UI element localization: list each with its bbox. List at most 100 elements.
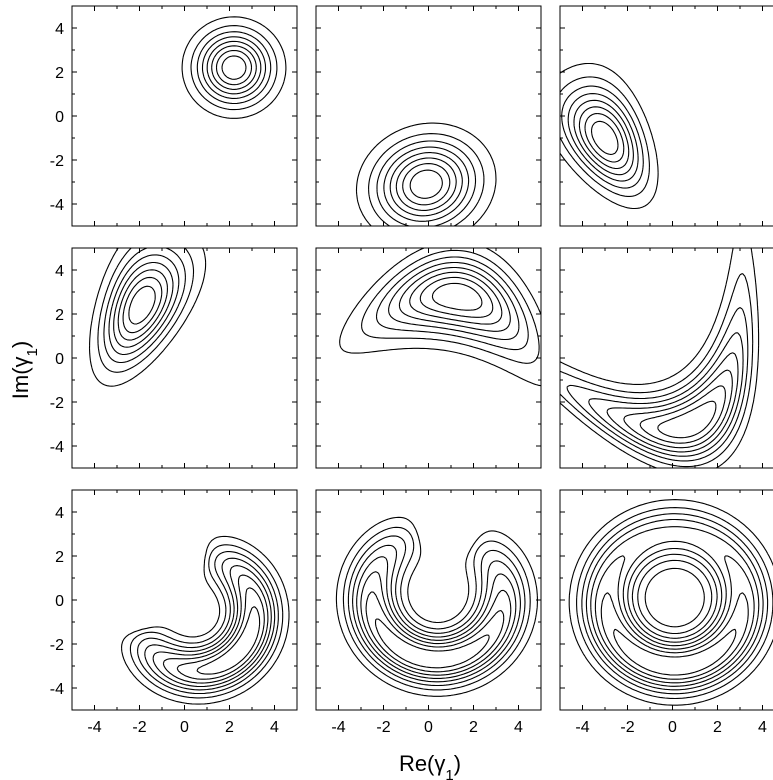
x-tick-label: -2 [376,719,390,736]
contour-level-4 [201,36,267,99]
panel-r2-c1: -4 -2 0 2 4 [50,247,298,469]
x-tick-label: -2 [620,719,634,736]
contour-level-6 [594,555,755,684]
y-tick-label: 0 [55,593,64,610]
y-tick-label: 2 [55,65,64,82]
contour-level-2 [129,544,284,699]
contour-level-8 [221,55,247,80]
contour-lines [355,122,497,226]
contour-level-5 [590,526,760,687]
contour-level-3 [375,256,529,351]
y-tick-label: 2 [55,307,64,324]
contour-level-8 [657,400,717,439]
y-tick-label: 0 [55,109,64,126]
contour-level-6 [162,574,269,684]
contour-level-4 [588,332,744,457]
contour-level-3 [103,248,186,364]
contour-level-1 [335,516,538,697]
contour-level-5 [573,99,634,176]
contour-level-7 [600,592,749,680]
x-axis-label-sub: 1 [445,767,453,780]
panel-r1-c1: -4 -2 0 2 4 [50,5,298,227]
y-tick-label: 4 [55,263,64,280]
contour-level-7 [365,591,505,673]
x-tick-label: 0 [424,719,433,736]
contour-level-7 [639,385,726,444]
contour-level-8 [431,282,483,311]
contour-level-2 [342,526,531,691]
panel-r2-c3 [559,247,773,469]
contour-level-3 [581,513,769,695]
y-axis-label-sub: 1 [24,348,41,356]
y-tick-label: -2 [50,395,64,412]
contour-level-3 [566,307,749,462]
contour-level-8 [374,618,490,669]
contour-level-7 [176,587,265,680]
x-tick-label: 0 [668,719,677,736]
contour-level-2 [560,273,754,468]
contour-level-1 [560,62,659,210]
x-tick-label: 2 [713,719,722,736]
panel-r3-c3: -4 -2 0 2 4 [559,489,773,736]
contour-lines [568,499,773,706]
contour-level-2 [576,507,773,700]
panel-r1-c2 [315,5,542,227]
y-tick-label: -2 [50,153,64,170]
contour-level-3 [376,140,477,226]
panel-r1-c3 [559,5,773,227]
y-tick-label: -4 [50,681,64,698]
contour-level-6 [395,157,457,211]
contour-level-2 [361,249,540,364]
contour-level-2 [560,76,650,197]
contour-level-5 [389,152,463,217]
contour-level-5 [113,261,174,348]
contour-lines [181,16,287,119]
panel-r2-c2 [315,247,542,469]
contour-lines [335,516,538,697]
y-tick-label: 4 [55,21,64,38]
contour-level-3 [347,535,526,687]
x-axis-label: Re(γ1) [399,751,461,780]
contour-level-6 [211,45,257,90]
contour-lines [560,62,659,210]
contour-level-7 [215,49,253,86]
panel-frame [71,247,298,469]
contour-level-5 [398,266,511,332]
contour-level-1 [121,535,290,705]
contour-level-6 [578,106,630,170]
contour-level-4 [108,254,180,356]
panel-frame [559,5,773,227]
contour-level-4 [352,544,521,683]
contour-level-1 [560,248,760,468]
contour-level-1 [355,122,497,226]
x-tick-label: 0 [180,719,189,736]
contour-level-8 [590,120,619,155]
contour-level-1 [88,248,207,387]
y-tick-label: 4 [55,505,64,522]
contour-lines [88,248,207,387]
y-tick-label: -4 [50,439,64,456]
contour-level-6 [117,269,168,341]
contour-level-8 [409,169,443,199]
x-tick-label: 4 [758,719,767,736]
contour-level-4 [388,261,520,341]
contour-level-3 [137,551,279,695]
axis-labels: Re(γ1) Im(γ1) [8,341,461,780]
x-tick-label: 4 [514,719,523,736]
contour-level-8 [613,628,737,676]
contour-level-7 [419,276,494,318]
y-tick-label: 2 [55,549,64,566]
contour-level-2 [190,25,278,111]
y-tick-label: -4 [50,197,64,214]
contour-level-1 [568,499,773,706]
panel-r3-c2: -4 -2 0 2 4 [315,489,542,736]
x-tick-label: 4 [270,719,279,736]
y-tick-label: 0 [55,351,64,368]
contour-level-5 [206,40,262,95]
panel-frame [315,489,542,711]
x-tick-label: -2 [132,719,146,736]
panel-r3-c1: -4 -2 0 2 4 -4 -2 0 2 4 [50,489,298,736]
contour-level-5 [356,556,517,679]
y-axis-label: Im(γ1) [8,341,41,399]
